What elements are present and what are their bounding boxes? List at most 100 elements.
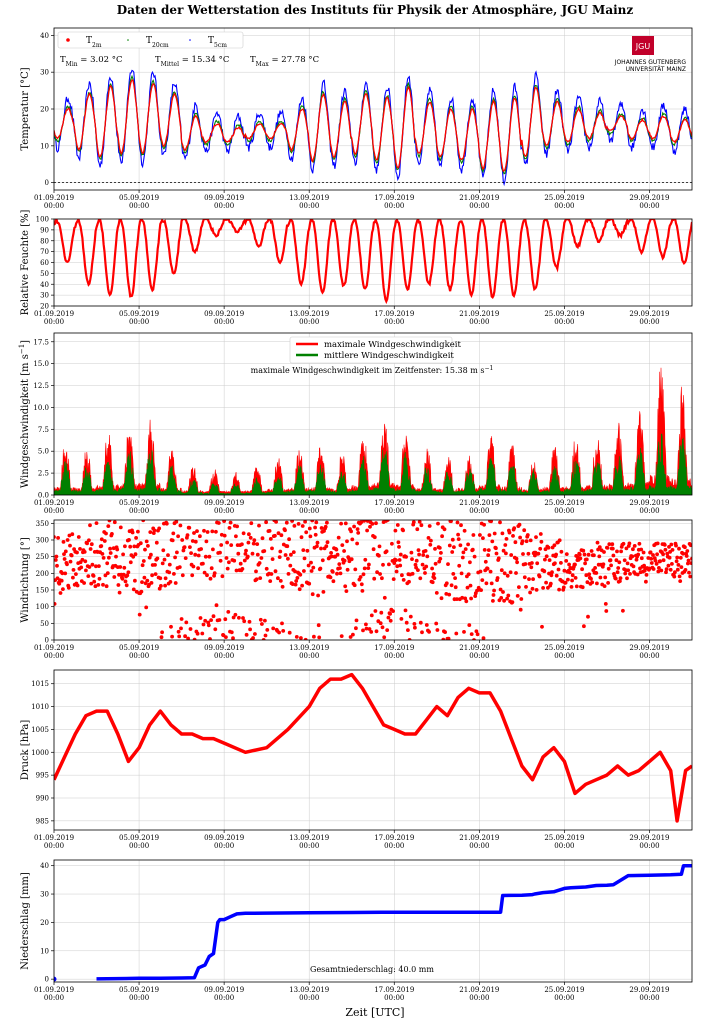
wind-direction-point: [582, 624, 586, 629]
wind-direction-point: [420, 562, 425, 567]
y-tick-label: 40: [40, 281, 49, 289]
wind-direction-point: [502, 571, 507, 576]
wind-direction-point: [121, 552, 125, 557]
wind-direction-point: [319, 546, 323, 551]
wind-direction-point: [211, 614, 216, 619]
wind-direction-point: [154, 540, 159, 545]
wind-direction-point: [582, 552, 587, 557]
wind-direction-point: [105, 571, 110, 575]
wind-direction-point: [673, 570, 677, 575]
wind-direction-point: [140, 580, 144, 584]
wind-direction-point: [574, 584, 579, 589]
wind-direction-point: [434, 591, 439, 595]
wind-direction-point: [55, 563, 59, 568]
x-tick-label-time: 00:00: [469, 202, 489, 210]
wind-direction-point: [655, 552, 659, 557]
wind-direction-point: [82, 550, 87, 554]
wind-direction-point: [136, 529, 140, 534]
wind-direction-point: [80, 557, 85, 562]
wind-direction-point: [334, 547, 339, 552]
wind-direction-point: [649, 556, 654, 561]
wind-direction-point: [385, 628, 390, 632]
wind-direction-point: [504, 551, 508, 556]
wind-direction-point: [189, 551, 194, 555]
y-tick-label: 20: [40, 106, 49, 114]
wind-direction-point: [179, 626, 183, 631]
wind-direction-point: [664, 567, 669, 571]
x-tick-label-date: 09.09.2019: [204, 499, 244, 507]
wind-direction-point: [625, 561, 630, 566]
wind-direction-point: [444, 592, 449, 596]
wind-direction-point: [372, 535, 377, 540]
wind-direction-point: [59, 578, 64, 583]
wind-direction-point: [384, 549, 389, 554]
wind-direction-point: [356, 531, 361, 535]
humidity-panel: 203040506070809010001.09.201900:0005.09.…: [20, 210, 693, 326]
wind-direction-point: [431, 572, 436, 576]
pressure-ylabel: Druck [hPa]: [20, 720, 31, 781]
wind-direction-point: [300, 524, 305, 528]
wind-direction-point: [169, 624, 173, 629]
wind-direction-point: [170, 538, 175, 543]
wind-direction-point: [178, 523, 183, 528]
wind-direction-point: [654, 562, 659, 566]
x-tick-label-time: 00:00: [214, 652, 234, 660]
wind-direction-point: [380, 576, 384, 581]
wind-direction-point: [416, 548, 421, 552]
wind-direction-point: [309, 560, 313, 565]
wind-direction-point: [556, 567, 561, 572]
wind-direction-point: [468, 583, 473, 588]
wind-direction-point: [466, 572, 471, 577]
wind-direction-point: [54, 554, 59, 559]
wind-direction-point: [580, 567, 584, 572]
wind-direction-point: [606, 581, 610, 585]
wind-direction-point: [453, 585, 458, 590]
wind-direction-point: [595, 581, 599, 586]
wind-direction-point: [290, 520, 294, 523]
x-tick-label-time: 00:00: [214, 842, 234, 850]
wind-direction-point: [475, 632, 480, 637]
wind-direction-point: [418, 576, 423, 581]
wind-direction-point: [213, 627, 218, 632]
wind-direction-point: [232, 558, 237, 563]
wind-direction-point: [498, 587, 503, 592]
x-tick-label-time: 00:00: [44, 994, 64, 1002]
wind-direction-point: [70, 532, 75, 537]
wind-direction-point: [385, 520, 390, 522]
wind-direction-point: [345, 567, 350, 572]
wind-direction-point: [68, 543, 72, 548]
wind-direction-point: [102, 539, 107, 543]
x-tick-label-date: 05.09.2019: [119, 310, 159, 318]
wind-direction-point: [681, 551, 685, 556]
wind-direction-point: [456, 532, 460, 537]
wind-direction-point: [394, 569, 399, 574]
wind-direction-point: [139, 589, 144, 594]
wind-direction-point: [675, 567, 680, 572]
x-tick-label-time: 00:00: [639, 842, 659, 850]
wind-direction-point: [500, 531, 505, 536]
wind-direction-point: [145, 578, 150, 583]
wind-direction-point: [615, 570, 620, 575]
x-tick-label-time: 00:00: [299, 202, 319, 210]
wind-direction-point: [442, 527, 447, 532]
wind-direction-point: [492, 531, 497, 536]
wind-direction-point: [329, 551, 333, 555]
wind-direction-point: [208, 576, 213, 581]
wind-direction-point: [223, 617, 228, 622]
wind-direction-point: [439, 551, 443, 555]
wind-direction-point: [93, 584, 98, 589]
wind-direction-point: [88, 523, 92, 528]
wind-direction-point: [78, 547, 82, 551]
wind-direction-point: [506, 593, 511, 598]
x-tick-label-date: 01.09.2019: [34, 499, 74, 507]
wind-direction-point: [655, 541, 660, 546]
wind-direction-point: [567, 570, 572, 575]
wind-direction-point: [395, 523, 400, 527]
x-tick-label-date: 21.09.2019: [459, 644, 499, 652]
wind-direction-point: [553, 561, 557, 566]
wind-direction-point: [251, 636, 256, 640]
x-tick-label-time: 00:00: [129, 507, 149, 515]
wind-direction-point: [248, 535, 253, 540]
wind-direction-point: [244, 548, 248, 553]
